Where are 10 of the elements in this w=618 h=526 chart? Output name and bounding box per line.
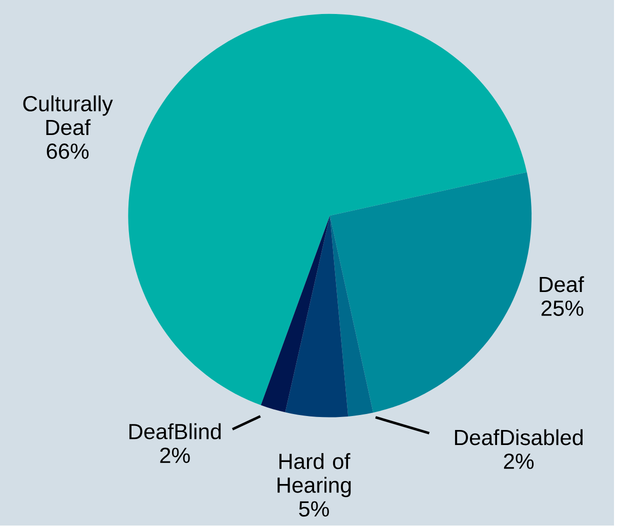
data-label: 2% — [504, 454, 534, 470]
slice-label: Deaf — [540, 276, 584, 292]
data-label: 25% — [542, 300, 584, 316]
slice-label: DeafDisabled — [455, 429, 583, 446]
data-label: 5% — [299, 501, 329, 517]
data-label: 2% — [160, 448, 190, 464]
data-label: 66% — [46, 144, 89, 160]
slice-label: DeafBlind — [129, 423, 221, 440]
slice-label: Hard of Hearing — [278, 453, 351, 498]
slice-label: Culturally Deaf — [23, 96, 113, 136]
